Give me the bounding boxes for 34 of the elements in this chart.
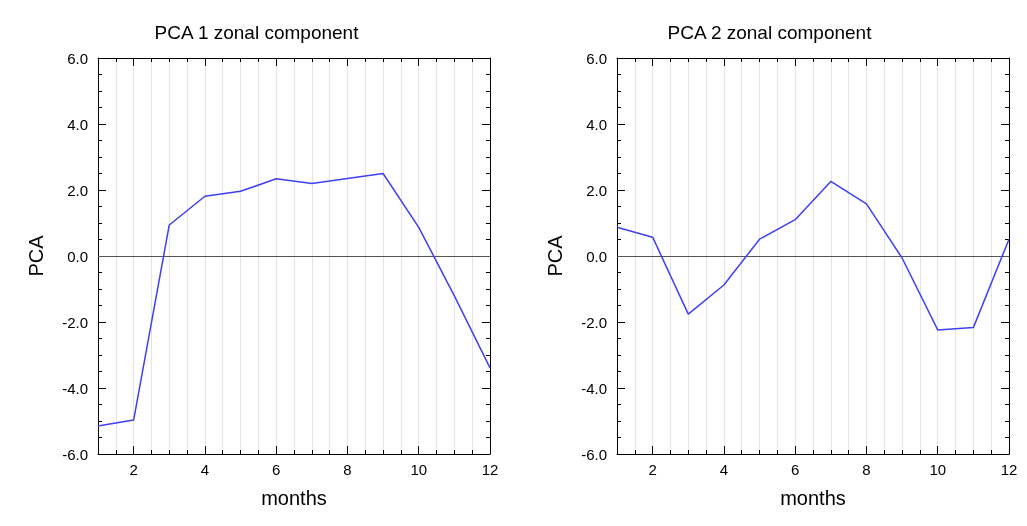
x-tick-label: 4 [719, 461, 729, 478]
y-tick-label: -4.0 [581, 379, 607, 397]
x-tick-label: 12 [1000, 461, 1018, 478]
x-tick-label: 12 [481, 461, 499, 478]
y-tick-label: 0.0 [67, 247, 88, 265]
y-tick-label: 6.0 [586, 49, 607, 67]
x-axis-title: months [780, 487, 846, 509]
x-tick-label: 6 [791, 461, 800, 478]
line-series [616, 180, 1010, 331]
y-tick-label: 2.0 [67, 181, 88, 199]
y-tick-label: 4.0 [67, 115, 88, 133]
y-tick-label: 4.0 [586, 115, 607, 133]
x-tick-label: 6 [272, 461, 281, 478]
x-tick-label: 10 [929, 461, 947, 478]
x-tick-label: 2 [648, 461, 657, 478]
line-series [97, 172, 491, 427]
y-tick-label: 2.0 [586, 181, 607, 199]
x-axis-title: months [261, 487, 327, 509]
y-tick-label: -2.0 [62, 313, 88, 331]
y-tick-label: -6.0 [581, 445, 607, 463]
chart-title: PCA 2 zonal component [667, 22, 873, 43]
chart-title: PCA 1 zonal component [154, 22, 360, 43]
y-axis-title: PCA [25, 234, 47, 277]
x-tick-label: 8 [343, 461, 352, 478]
y-tick-label: 0.0 [586, 247, 607, 265]
y-tick-label: 6.0 [67, 49, 88, 67]
y-tick-label: -6.0 [62, 445, 88, 463]
y-axis-title: PCA [544, 234, 566, 277]
x-tick-label: 2 [129, 461, 138, 478]
x-tick-label: 8 [862, 461, 871, 478]
y-tick-label: -2.0 [581, 313, 607, 331]
x-tick-label: 10 [410, 461, 428, 478]
y-tick-label: -4.0 [62, 379, 88, 397]
x-tick-label: 4 [200, 461, 210, 478]
